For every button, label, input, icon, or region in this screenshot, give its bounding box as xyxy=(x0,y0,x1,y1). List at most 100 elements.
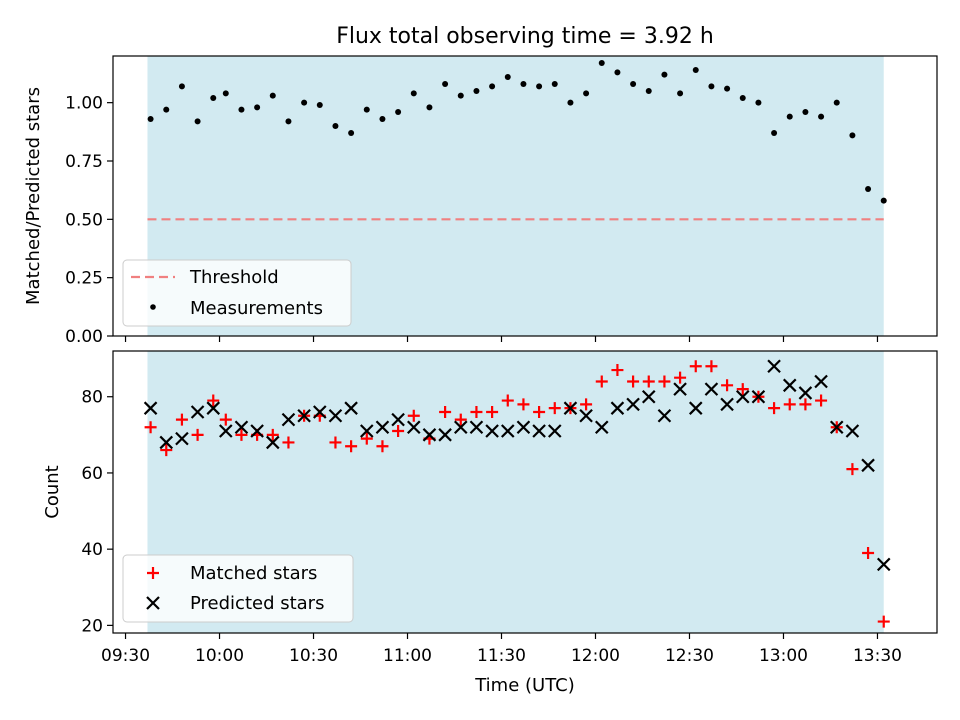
predicted-star-marker xyxy=(328,409,343,423)
measurement-point xyxy=(833,99,840,106)
count-legend-box xyxy=(122,554,354,623)
matched-star-marker xyxy=(799,398,812,411)
predicted-star-marker xyxy=(406,420,421,434)
x-tick-label: 12:00 xyxy=(571,646,620,666)
measurement-point xyxy=(724,85,731,92)
count-y-axis-label: Count xyxy=(42,465,63,518)
threshold-legend-label: Threshold xyxy=(189,267,279,288)
measurement-point xyxy=(567,99,574,106)
matched-stars-points xyxy=(144,360,890,628)
matched-legend-label: Matched stars xyxy=(190,563,317,584)
predicted-star-marker xyxy=(143,401,158,415)
y-tick-label: 1.00 xyxy=(65,94,103,114)
matched-star-marker xyxy=(642,375,655,388)
measurement-point xyxy=(269,92,276,99)
matched-star-marker xyxy=(862,546,875,559)
matched-star-marker xyxy=(144,421,157,434)
predicted-star-marker xyxy=(610,401,625,415)
measurement-point xyxy=(771,130,778,136)
predicted-legend-label: Predicted stars xyxy=(190,593,324,614)
y-tick-label: 60 xyxy=(81,464,103,484)
matched-star-marker xyxy=(548,402,561,415)
measurement-point xyxy=(677,90,684,97)
count-panel: 20 40 60 80 09:30 10:00 10:30 11:00 11:30 12:00 1… xyxy=(42,350,938,696)
matched-star-marker xyxy=(580,398,593,411)
ratio-legend-box xyxy=(122,259,352,327)
measurement-point xyxy=(426,104,433,111)
matched-star-marker xyxy=(517,398,530,411)
ratio-points xyxy=(147,60,887,204)
ratio-legend: Threshold Measurements xyxy=(122,259,352,327)
measurement-point xyxy=(598,60,605,66)
measurement-point xyxy=(614,69,621,76)
matched-star-marker xyxy=(501,394,514,407)
ratio-x-ticks xyxy=(124,336,879,342)
matched-star-marker xyxy=(783,398,796,411)
predicted-star-marker xyxy=(438,428,452,442)
matched-star-marker xyxy=(191,428,204,441)
matched-star-marker xyxy=(627,375,640,388)
matched-star-marker xyxy=(329,436,342,449)
predicted-star-marker xyxy=(782,378,797,393)
measurement-point xyxy=(739,95,746,101)
matched-star-marker xyxy=(360,432,373,445)
matched-star-marker xyxy=(282,436,295,449)
predicted-star-marker xyxy=(344,401,358,415)
predicted-star-marker xyxy=(266,435,280,450)
x-tick-label: 11:00 xyxy=(383,646,432,666)
predicted-star-marker xyxy=(673,382,687,396)
count-x-ticks: 09:30 10:00 10:30 11:00 11:30 12:00 12:30 13:00… xyxy=(101,633,902,666)
y-tick-label: 0.00 xyxy=(65,327,103,347)
matched-star-marker xyxy=(266,428,279,441)
y-tick-label: 0.25 xyxy=(65,269,103,289)
matched-star-marker xyxy=(815,394,828,407)
figure-title: Flux total observing time = 3.92 h xyxy=(336,24,714,49)
predicted-star-marker xyxy=(594,420,609,434)
measurement-point xyxy=(786,113,793,120)
matched-star-marker xyxy=(439,405,452,418)
predicted-star-marker xyxy=(641,389,656,404)
predicted-star-marker xyxy=(657,409,672,423)
measurement-point xyxy=(379,116,386,122)
matched-star-marker xyxy=(160,444,173,457)
x-tick-label: 12:30 xyxy=(665,646,714,666)
matched-star-marker xyxy=(846,463,859,476)
ratio-y-axis-label: Matched/Predicted stars xyxy=(23,87,44,305)
predicted-star-marker xyxy=(876,557,891,572)
measurement-point xyxy=(285,118,292,125)
count-legend: Matched stars Predicted stars xyxy=(122,554,354,623)
predicted-star-marker xyxy=(453,420,468,434)
x-tick-label: 10:00 xyxy=(195,646,244,666)
x-tick-label: 09:30 xyxy=(101,646,150,666)
measurement-point xyxy=(849,132,856,139)
y-tick-label: 80 xyxy=(81,388,103,408)
matched-star-marker xyxy=(611,364,624,377)
predicted-star-marker xyxy=(547,424,562,438)
measurement-point xyxy=(865,186,872,192)
matched-star-marker xyxy=(689,360,702,373)
predicted-stars-points xyxy=(143,359,891,572)
predicted-star-marker xyxy=(485,424,499,438)
measurement-point xyxy=(520,81,527,87)
count-plot-frame xyxy=(112,350,938,634)
measurement-point xyxy=(147,116,154,122)
predicted-star-marker xyxy=(297,409,311,423)
matched-legend-swatch xyxy=(147,567,159,579)
matched-star-marker xyxy=(470,405,483,418)
predicted-star-marker xyxy=(845,424,860,438)
matched-star-marker xyxy=(376,440,389,453)
matched-star-marker xyxy=(454,413,467,426)
measurement-point xyxy=(332,123,339,129)
predicted-star-marker xyxy=(720,397,734,412)
measurement-point xyxy=(504,74,511,80)
predicted-star-marker xyxy=(159,435,174,450)
measurement-point xyxy=(178,83,185,90)
predicted-star-marker xyxy=(175,431,189,446)
measurement-point xyxy=(692,67,699,73)
y-tick-label: 40 xyxy=(81,540,103,560)
predicted-star-marker xyxy=(751,389,766,404)
predicted-star-marker xyxy=(391,412,405,427)
measurement-point xyxy=(630,81,637,87)
predicted-star-marker xyxy=(829,420,844,434)
